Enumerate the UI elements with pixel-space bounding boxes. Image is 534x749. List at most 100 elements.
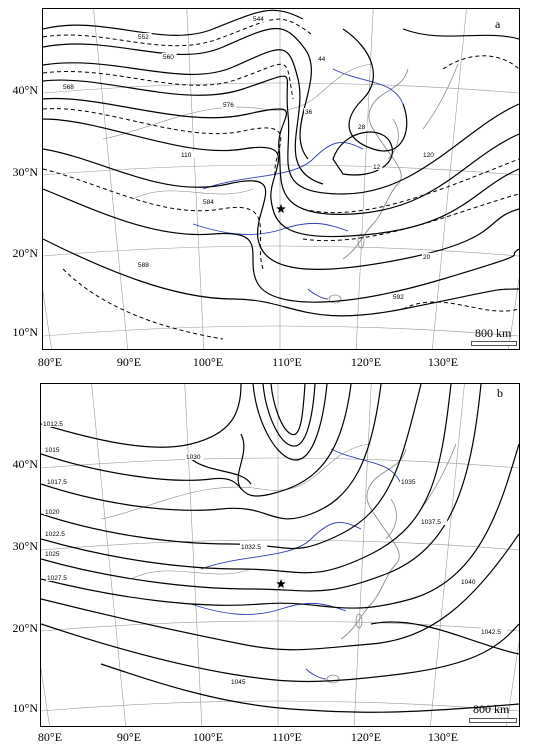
pearl-river [305,668,327,680]
height-contour-line [342,28,408,152]
meridian-line [430,384,465,726]
height-contour-line [43,9,304,36]
meridian-line [43,290,52,349]
isobar-line [100,663,519,713]
meridian-line [506,640,519,726]
temperature-contour-line [302,193,519,242]
isobar-label-b-bg [480,628,508,635]
isobar-line [41,384,452,574]
isobar-line [41,533,519,651]
korea-coast [387,118,399,160]
height-contour-line [43,75,519,195]
scale-label-b: 800 km [473,702,510,716]
height-contour-line [43,49,324,185]
scale-bar-a [471,341,517,346]
lon-label-b-130e: 130°E [427,730,459,744]
geopotential-map-a: 544 552 560 568 576 584 588 592 20 28 36 44 12 110 120 [43,9,519,349]
isobar-label-b-bg [42,420,70,427]
contour-label-a-bg [357,123,368,130]
contour-label-a: 28 [358,124,366,131]
isobar-label-b: 1012.5 [43,421,63,428]
parallel-line [43,325,519,337]
country-border [130,568,252,580]
japan-coast [422,63,459,130]
contour-label-a-bg [252,15,267,22]
isobar-line [41,384,482,592]
map-panel-a: 544 552 560 568 576 584 588 592 20 28 36 44 12 110 120… [42,8,520,350]
map-panel-b: 1012.5 1015 1017.5 1020 1022.5 1025 1027.5 1030… [40,383,520,727]
contour-label-a-bg [422,151,437,158]
temperature-contour-line [402,301,519,312]
temperature-contour-line [62,268,224,340]
contour-label-a: 568 [63,84,74,91]
lon-label-b-120e: 120°E [350,730,382,744]
taiwan-island [357,233,365,249]
parallel-line [41,620,519,632]
isobar-label-b-bg [46,574,74,581]
isobar-label-b-bg [44,530,72,537]
isobar-label-b: 1037.5 [421,519,441,526]
lon-label-b-80e: 80°E [37,730,63,744]
contour-label-a-bg [62,83,77,90]
amur-river [330,448,402,485]
isobar-line [252,384,328,461]
taiwan-island [355,613,363,629]
lat-label-b-30n: 30°N [12,539,38,553]
isobar-line [41,623,519,683]
isobar-label-b-bg [240,543,268,550]
contour-label-a-bg [317,55,328,62]
lat-label-a-10n: 10°N [12,325,38,339]
isobar-label-b: 1030 [186,454,201,461]
pearl-river [307,288,329,300]
isobar-label-b: 1035 [401,479,416,486]
isobar-line [262,384,316,447]
isobar-label-b: 1032.5 [241,544,261,551]
parallel-line [41,457,519,469]
lon-label-b-100e: 100°E [192,730,224,744]
height-contour-line [43,188,519,303]
lon-label-b-110e: 110°E [272,730,302,744]
temperature-contour-line [43,108,282,175]
isobar-label-b: 1025 [45,551,60,558]
contour-label-a-bg [137,261,152,268]
isobar-line [190,458,252,485]
height-contour-line [402,28,519,40]
lon-label-a-130e: 130°E [427,355,459,369]
height-contour-line [43,27,312,160]
contour-label-a-bg [422,253,433,260]
parallel-line [41,539,519,551]
contour-label-a-bg [304,108,315,115]
isobar-label-b: 1020 [45,509,60,516]
temperature-contour-line [302,158,519,214]
height-contour-line [332,131,394,176]
parallel-line [41,700,519,712]
panel-letter-b: b [497,386,503,400]
isobar-line [41,384,382,520]
isobar-label-b: 1017.5 [47,479,67,486]
isobar-label-b: 1015 [45,447,60,454]
yellow-river [200,522,362,570]
hainan-island [328,294,342,304]
lon-label-a-90e: 90°E [116,355,142,369]
contour-label-a: 120 [423,152,434,159]
pressure-map-b: 1012.5 1015 1017.5 1020 1022.5 1025 1027.5 1030… [41,384,519,726]
temperature-contour-line [43,63,294,100]
contour-label-a: 588 [138,262,149,269]
temperature-contour-line [43,18,312,47]
isobar-label-b-bg [230,678,249,685]
station-star-b [276,579,286,588]
lon-label-b-90e: 90°E [116,730,142,744]
isobar-line [237,433,245,490]
isobar-label-b-bg [44,446,63,453]
contour-label-a: 592 [393,294,404,301]
contour-label-a-bg [137,33,152,40]
contour-label-a: 20 [423,254,431,261]
isobar-line [41,384,422,549]
isobar-line [41,384,352,497]
contour-label-a: 110 [181,152,192,159]
contour-label-a: 576 [223,102,234,109]
lat-label-b-20n: 20°N [12,621,38,635]
korea-coast [385,498,397,540]
contour-label-a-bg [392,293,407,300]
coastline [340,448,407,640]
